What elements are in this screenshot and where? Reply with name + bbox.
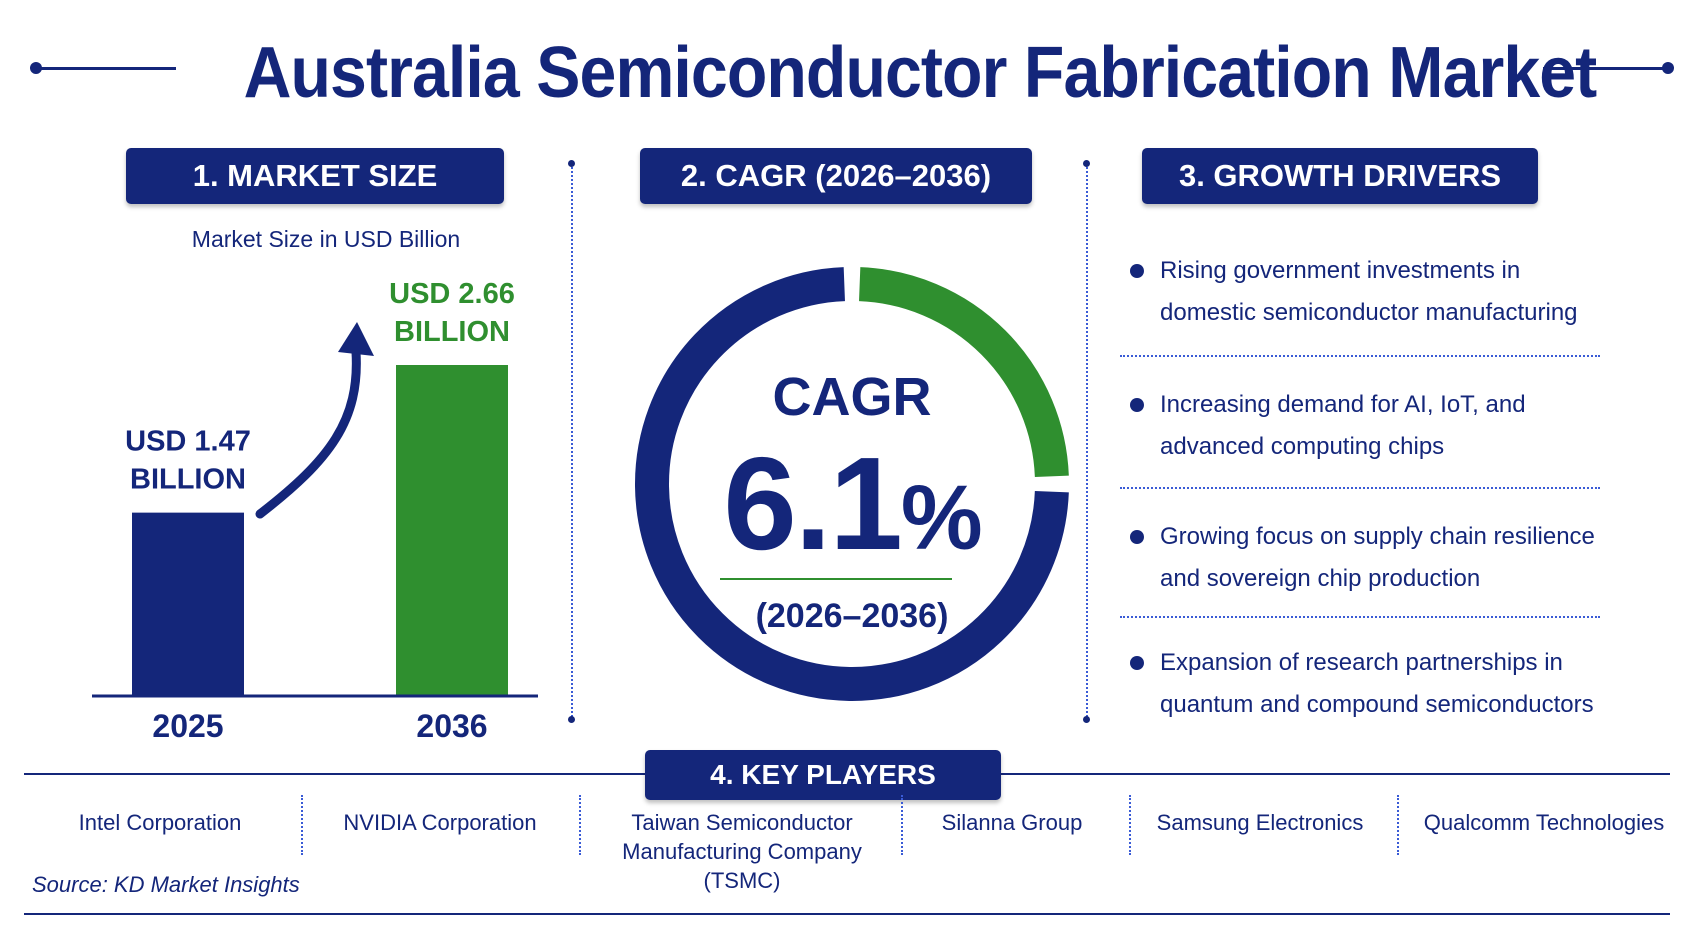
title-banner: Australia Semiconductor Fabrication Mark… — [0, 18, 1692, 118]
separator-left-top-dot — [568, 160, 575, 167]
bar-2025 — [132, 512, 244, 695]
title-left-rule — [36, 67, 176, 70]
cagr-unit: % — [900, 467, 983, 569]
driver-line: advanced computing chips — [1160, 433, 1445, 460]
key-player-name: Manufacturing Company (TSMC) — [622, 839, 862, 893]
page-title: Australia Semiconductor Fabrication Mark… — [243, 33, 1598, 113]
driver-line: and sovereign chip production — [1160, 565, 1481, 592]
cagr-donut-chart — [635, 267, 1069, 701]
source-note: Source: KD Market Insights — [32, 872, 300, 897]
key-player-name: Qualcomm Technologies — [1423, 810, 1665, 835]
donut-segment-0 — [858, 267, 1069, 478]
market-size-header: 1. MARKET SIZE — [126, 148, 504, 204]
separator-left — [571, 164, 573, 720]
title-right-dot — [1662, 62, 1674, 74]
driver-text: Rising government investments in domestic… — [1160, 250, 1600, 334]
key-player-separator — [579, 795, 581, 855]
driver-separator — [1120, 355, 1600, 357]
driver-line: quantum and compound semiconductors — [1160, 691, 1594, 718]
bullet-icon — [1130, 530, 1144, 544]
bullet-icon — [1130, 656, 1144, 670]
driver-item: Growing focus on supply chain resilience… — [1130, 516, 1600, 616]
key-player-separator — [301, 795, 303, 855]
driver-item: Rising government investments in domestic… — [1130, 250, 1600, 350]
key-player: Qualcomm Technologies — [1410, 808, 1678, 837]
driver-separator — [1120, 616, 1600, 618]
x-tick-label: 2036 — [416, 708, 487, 744]
bar-2036 — [396, 365, 508, 695]
key-player-separator — [901, 795, 903, 855]
growth-arrow-icon — [255, 347, 361, 519]
key-player-name: Taiwan Semiconductor — [631, 810, 853, 835]
separator-right — [1086, 164, 1088, 720]
bullet-icon — [1130, 264, 1144, 278]
driver-text: Expansion of research partnerships in qua… — [1160, 642, 1600, 726]
bar-value-label: USD 2.66 BILLION — [389, 278, 515, 348]
driver-line: Rising government investments in — [1160, 257, 1521, 284]
key-player-name: Samsung Electronics — [1156, 810, 1364, 835]
separator-right-bottom-dot — [1083, 716, 1090, 723]
key-player-separator — [1129, 795, 1131, 855]
driver-line: Expansion of research partnerships in — [1160, 649, 1563, 676]
key-player: Silanna Group — [912, 808, 1112, 837]
cagr-value: 6.1% — [652, 428, 1052, 579]
bullet-icon — [1130, 398, 1144, 412]
cagr-divider — [720, 578, 952, 580]
driver-separator — [1120, 487, 1600, 489]
separator-right-top-dot — [1083, 160, 1090, 167]
driver-line: Growing focus on supply chain resilience — [1160, 523, 1595, 550]
market-size-bar-chart: USD 1.47 BILLION 2025 USD 2.66 BILLION 2036 — [92, 278, 538, 744]
key-player: Samsung Electronics — [1142, 808, 1378, 837]
key-player-name: Intel Corporation — [78, 810, 242, 835]
key-player-separator — [1397, 795, 1399, 855]
growth-arrowhead-icon — [338, 322, 374, 356]
footer-rule — [24, 913, 1670, 915]
key-player: Intel Corporation — [40, 808, 280, 837]
title-right-rule — [1543, 67, 1667, 70]
bar-chart-subtitle: Market Size in USD Billion — [191, 226, 461, 252]
cagr-header: 2. CAGR (2026–2036) — [640, 148, 1032, 204]
driver-line: domestic semiconductor manufacturing — [1160, 299, 1578, 326]
driver-item: Increasing demand for AI, IoT, and advanc… — [1130, 384, 1600, 484]
cagr-period: (2026–2036) — [755, 597, 949, 635]
x-tick-label: 2025 — [152, 708, 223, 744]
driver-item: Expansion of research partnerships in qua… — [1130, 642, 1600, 742]
key-player: NVIDIA Corporation — [320, 808, 560, 837]
bar-value-label: USD 1.47 BILLION — [125, 426, 251, 496]
cagr-label: CAGR — [772, 367, 932, 427]
donut-segment-1 — [635, 267, 1069, 701]
driver-line: Increasing demand for AI, IoT, and — [1160, 391, 1526, 418]
key-player: Taiwan Semiconductor Manufacturing Compan… — [592, 808, 892, 895]
cagr-number: 6.1 — [723, 430, 902, 577]
key-player-name: Silanna Group — [941, 810, 1083, 835]
key-players-header: 4. KEY PLAYERS — [645, 750, 1001, 800]
driver-text: Increasing demand for AI, IoT, and advanc… — [1160, 384, 1600, 468]
separator-left-bottom-dot — [568, 716, 575, 723]
growth-drivers-header: 3. GROWTH DRIVERS — [1142, 148, 1538, 204]
driver-text: Growing focus on supply chain resilience… — [1160, 516, 1600, 600]
key-player-name: NVIDIA Corporation — [343, 810, 537, 835]
